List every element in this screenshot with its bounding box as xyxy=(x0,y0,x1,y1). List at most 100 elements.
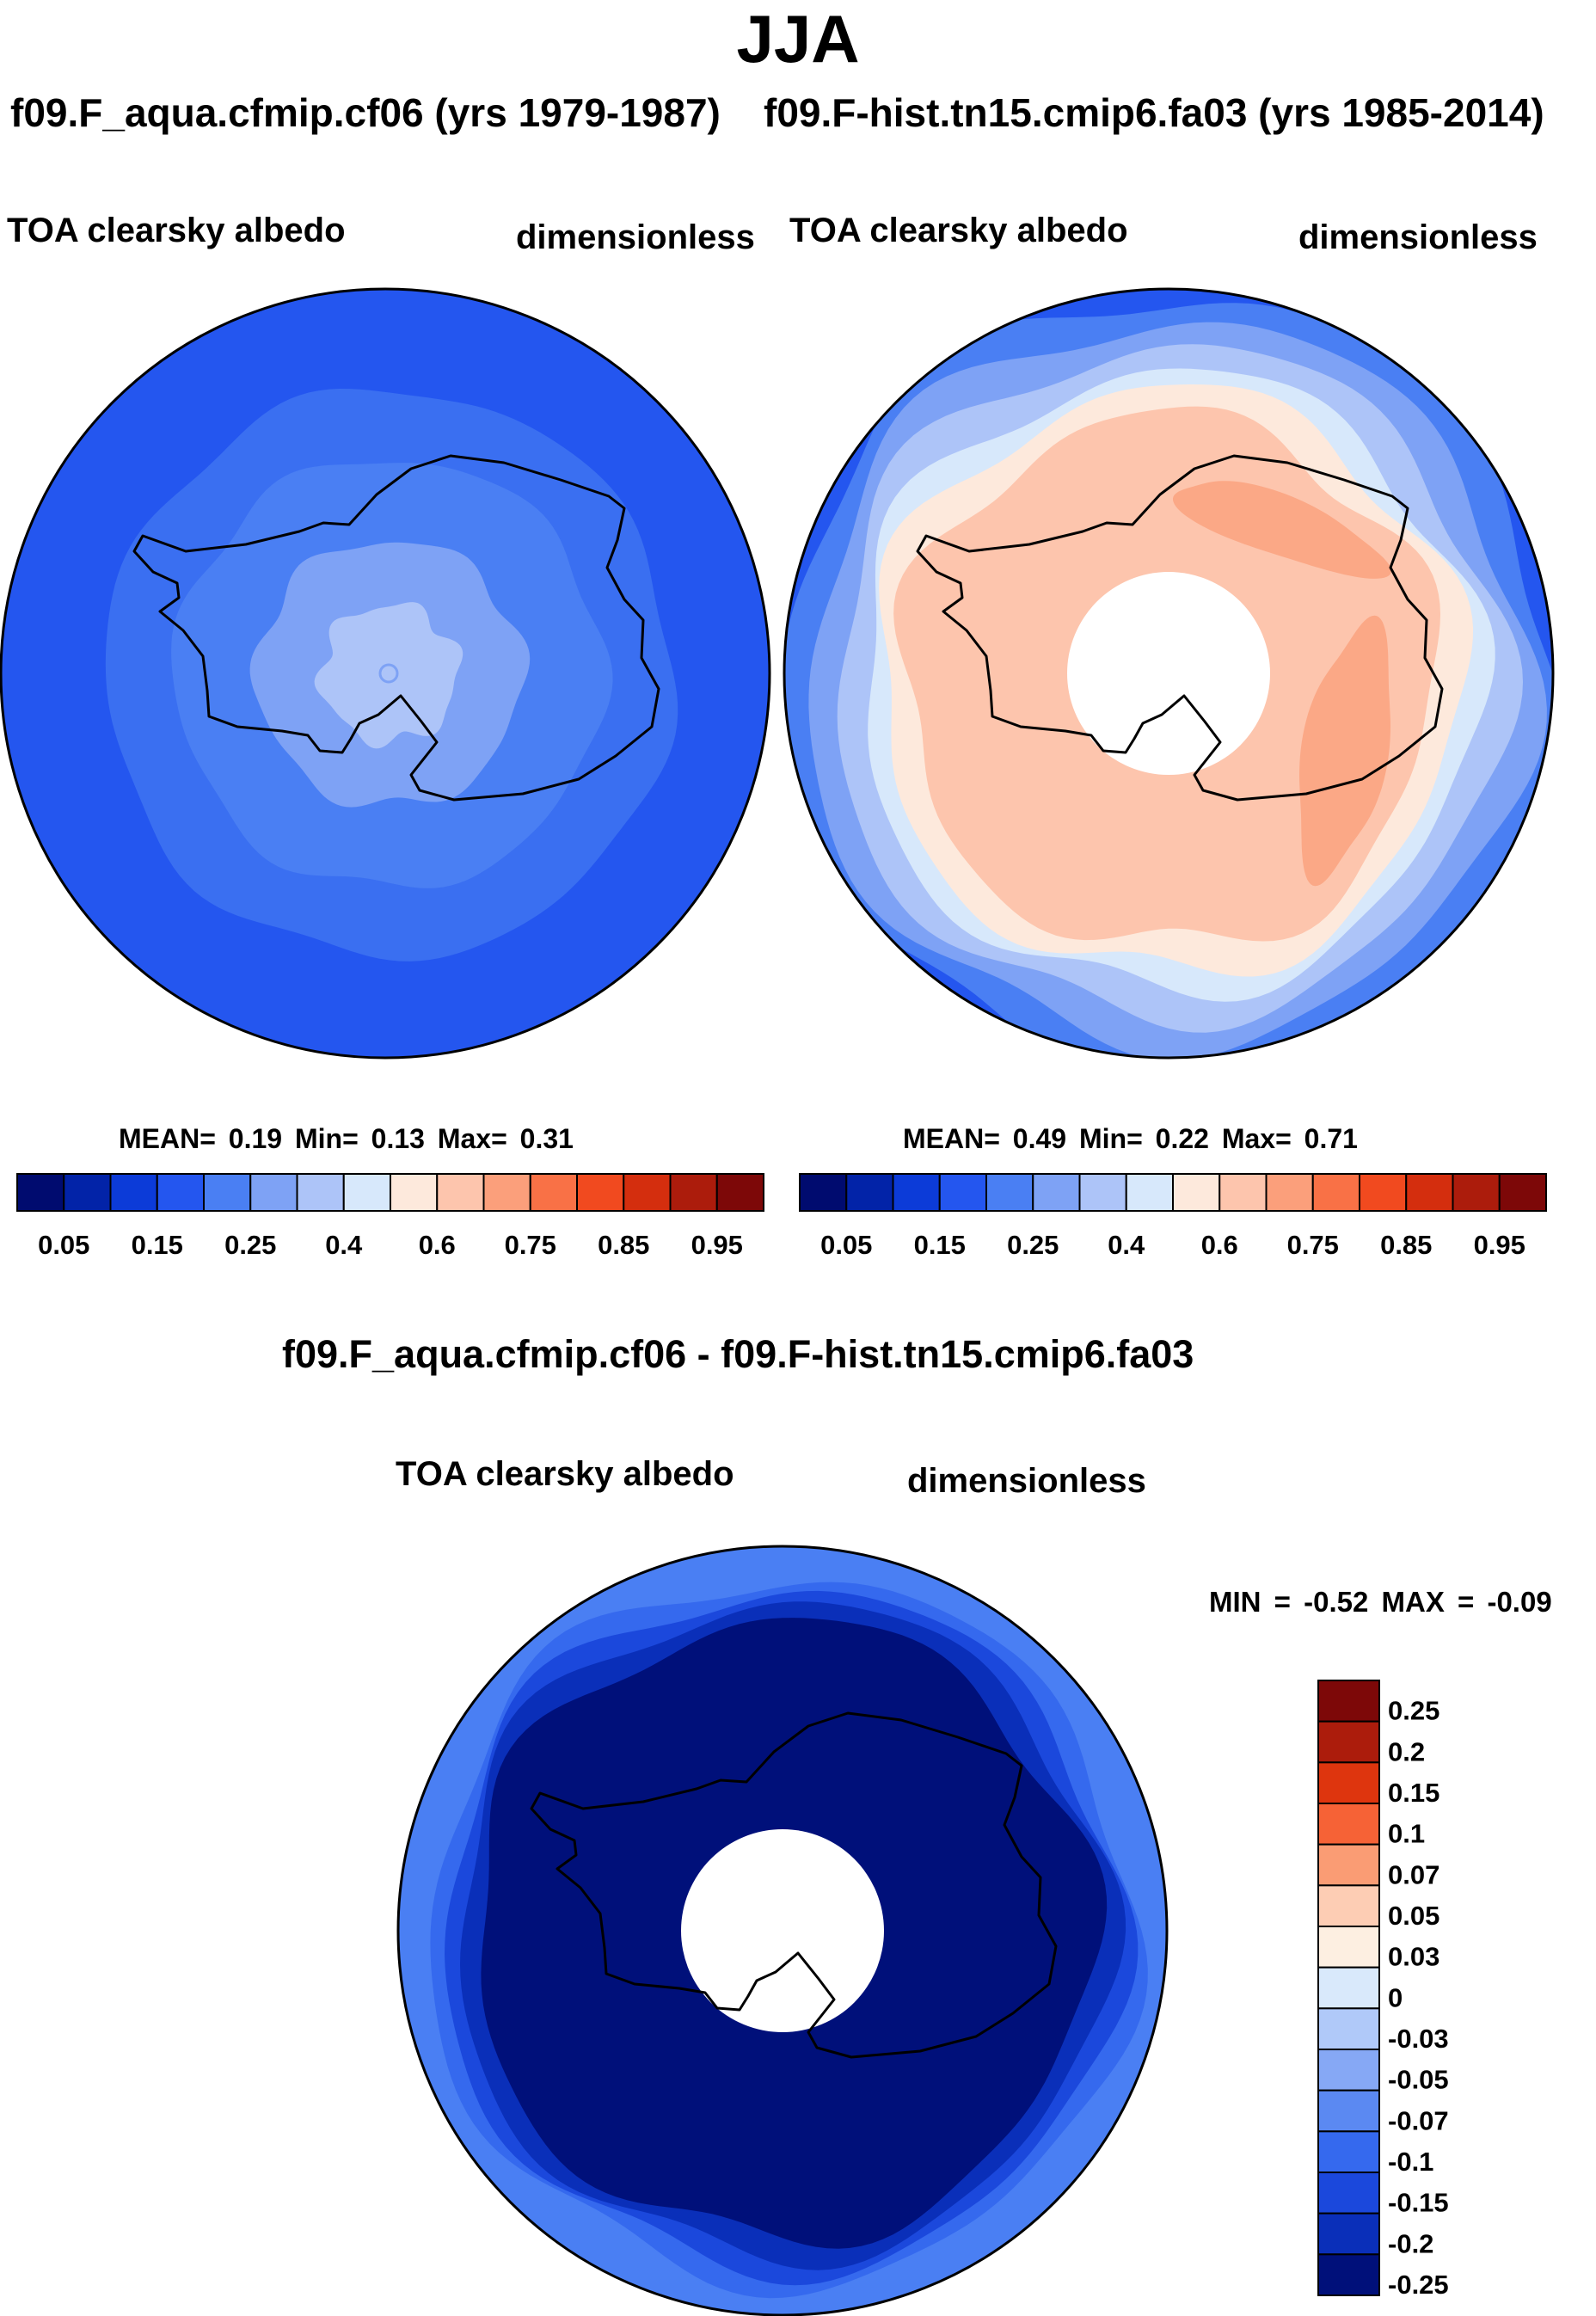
panel1-colorbar-swatch-15 xyxy=(715,1173,764,1212)
panel2-colorbar-tick-label-4: 0.6 xyxy=(1201,1230,1238,1260)
panel3-colorbar-swatch-10 xyxy=(1317,2089,1380,2133)
panel2-case-title: f09.F-hist.tn15.cmip6.fa03 (yrs 1985-201… xyxy=(764,90,1544,135)
panel2-variable-label: TOA clearsky albedo xyxy=(789,212,1128,249)
panel1-contour-3 xyxy=(314,602,463,749)
panel3-colorbar-swatch-5 xyxy=(1317,1884,1380,1927)
panel2-colorbar-swatch-14 xyxy=(1452,1173,1501,1212)
panel1-max-label: Max= xyxy=(437,1123,507,1154)
panel3-variable-label: TOA clearsky albedo xyxy=(396,1455,734,1493)
panel2-colorbar-swatch-4 xyxy=(985,1173,1034,1212)
panel1-mean-value: 0.19 xyxy=(228,1123,283,1154)
panel2-colorbar-swatch-8 xyxy=(1172,1173,1221,1212)
panel1-colorbar-swatch-1 xyxy=(63,1173,112,1212)
panel2-colorbar-tick-label-5: 0.75 xyxy=(1287,1230,1339,1260)
panel3-colorbar-swatch-4 xyxy=(1317,1843,1380,1887)
panel2-mean-label: MEAN= xyxy=(903,1123,1000,1154)
panel2-colorbar-tick-label-7: 0.95 xyxy=(1474,1230,1525,1260)
panel3-colorbar-tick-label-0: 0.25 xyxy=(1388,1696,1439,1726)
panel2-colorbar-tick-label-6: 0.85 xyxy=(1380,1230,1432,1260)
panel1-colorbar-tick-label-0: 0.05 xyxy=(38,1230,89,1260)
panel2-map-border xyxy=(783,287,1555,1060)
panel1-pole-marker xyxy=(378,663,399,684)
panel2-colorbar-tick-label-3: 0.4 xyxy=(1108,1230,1145,1260)
panel2-min-value: 0.22 xyxy=(1155,1123,1209,1154)
panel1-colorbar-swatch-12 xyxy=(576,1173,625,1212)
panel1-colorbar-tick-label-3: 0.4 xyxy=(325,1230,363,1260)
panel2-stats: MEAN= 0.49 Min= 0.22 Max= 0.71 xyxy=(903,1125,1358,1152)
panel1-case-title: f09.F_aqua.cfmip.cf06 (yrs 1979-1987) xyxy=(10,90,721,135)
panel1-units-label: dimensionless xyxy=(516,218,755,256)
panel1-stats: MEAN= 0.19 Min= 0.13 Max= 0.31 xyxy=(119,1125,574,1152)
panel1-colorbar-tick-label-2: 0.25 xyxy=(224,1230,276,1260)
panel1-colorbar-tick-label-5: 0.75 xyxy=(505,1230,556,1260)
panel3-max-value: -0.09 xyxy=(1487,1586,1552,1618)
panel3-colorbar-tick-label-9: -0.05 xyxy=(1388,2065,1449,2095)
panel3-stats: MIN = -0.52 MAX = -0.09 xyxy=(1209,1588,1552,1616)
main-title: JJA xyxy=(736,1,860,77)
panel3-max-label: MAX = xyxy=(1381,1586,1475,1618)
panel3-map-border xyxy=(396,1545,1169,2316)
panel1-colorbar-tick-label-4: 0.6 xyxy=(419,1230,456,1260)
panel3-colorbar-swatch-9 xyxy=(1317,2049,1380,2092)
panel3-units-label: dimensionless xyxy=(907,1462,1146,1500)
panel1-colorbar-swatch-5 xyxy=(249,1173,298,1212)
panel1-colorbar-swatch-2 xyxy=(109,1173,158,1212)
panel3-colorbar-swatch-6 xyxy=(1317,1926,1380,1969)
panel2-colorbar-swatch-11 xyxy=(1311,1173,1360,1212)
panel1-colorbar-swatch-6 xyxy=(296,1173,345,1212)
panel1-colorbar-tick-label-7: 0.95 xyxy=(691,1230,743,1260)
panel2-colorbar: 0.05 0.15 0.25 0.4 0.6 0.75 0.85 0.95 xyxy=(799,1173,1547,1260)
panel3-colorbar-tick-label-6: 0.03 xyxy=(1388,1942,1439,1972)
panel3-colorbar-tick-label-7: 0 xyxy=(1388,1982,1403,2012)
panel3-colorbar-tick-label-11: -0.1 xyxy=(1388,2147,1433,2177)
panel3-colorbar-swatch-7 xyxy=(1317,1966,1380,2010)
panel3-colorbar-tick-label-13: -0.2 xyxy=(1388,2228,1433,2258)
panel3-min-label: MIN = xyxy=(1209,1586,1291,1618)
panel1-colorbar-swatch-3 xyxy=(156,1173,205,1212)
panel2-pole-hole xyxy=(1067,572,1270,775)
panel2-colorbar-swatch-3 xyxy=(938,1173,987,1212)
panel3-colorbar: 0.25 0.2 0.15 0.1 0.07 0.05 0.03 0 -0.03 -0.05 -0.… xyxy=(1317,1680,1449,2300)
panel1-colorbar-swatch-9 xyxy=(436,1173,485,1212)
panel1-map xyxy=(1,289,770,1058)
panel3-colorbar-swatch-14 xyxy=(1317,2253,1380,2296)
panel3-colorbar-swatch-13 xyxy=(1317,2212,1380,2256)
panel1-min-value: 0.13 xyxy=(371,1123,425,1154)
panel3-colorbar-tick-label-8: -0.03 xyxy=(1388,2024,1449,2054)
panel2-colorbar-swatch-6 xyxy=(1078,1173,1127,1212)
panel2-min-label: Min= xyxy=(1078,1123,1143,1154)
panel2-high-albedo-patch-north xyxy=(1173,481,1391,579)
panel3-colorbar-tick-label-1: 0.2 xyxy=(1388,1736,1425,1766)
panel1-variable-label: TOA clearsky albedo xyxy=(7,212,346,249)
panel2-colorbar-tick-label-2: 0.25 xyxy=(1007,1230,1059,1260)
panel2-units-label: dimensionless xyxy=(1298,218,1538,256)
panel2-colorbar-tick-label-0: 0.05 xyxy=(820,1230,872,1260)
panel1-colorbar-swatch-4 xyxy=(203,1173,252,1212)
panel1-colorbar: 0.05 0.15 0.25 0.4 0.6 0.75 0.85 0.95 xyxy=(16,1173,764,1260)
panel2-colorbar-swatch-13 xyxy=(1405,1173,1454,1212)
panel3-colorbar-tick-label-2: 0.15 xyxy=(1388,1778,1439,1808)
panel1-min-label: Min= xyxy=(294,1123,359,1154)
panel1-colorbar-swatch-13 xyxy=(623,1173,672,1212)
panel3-colorbar-swatch-0 xyxy=(1317,1680,1380,1723)
panel2-max-label: Max= xyxy=(1221,1123,1292,1154)
panel1-max-value: 0.31 xyxy=(519,1123,574,1154)
panel2-colorbar-tick-label-1: 0.15 xyxy=(914,1230,966,1260)
panel3-colorbar-tick-label-4: 0.07 xyxy=(1388,1859,1439,1889)
panel3-colorbar-swatch-11 xyxy=(1317,2130,1380,2173)
panel1-colorbar-tick-label-6: 0.85 xyxy=(598,1230,649,1260)
panel2-colorbar-swatch-2 xyxy=(892,1173,941,1212)
panel3-colorbar-swatch-2 xyxy=(1317,1761,1380,1804)
panel1-colorbar-swatch-10 xyxy=(482,1173,531,1212)
panel2-colorbar-swatch-0 xyxy=(799,1173,848,1212)
panel1-colorbar-swatch-7 xyxy=(342,1173,391,1212)
panel1-colorbar-swatch-0 xyxy=(16,1173,65,1212)
panel3-min-value: -0.52 xyxy=(1304,1586,1369,1618)
panel2-map xyxy=(784,289,1553,1058)
panel1-colorbar-swatch-11 xyxy=(529,1173,578,1212)
panel2-colorbar-swatch-5 xyxy=(1032,1173,1081,1212)
panel1-colorbar-swatch-8 xyxy=(390,1173,439,1212)
panel1-map-border xyxy=(0,287,771,1060)
panel3-colorbar-tick-label-10: -0.07 xyxy=(1388,2105,1449,2135)
panel3-colorbar-swatch-3 xyxy=(1317,1803,1380,1846)
